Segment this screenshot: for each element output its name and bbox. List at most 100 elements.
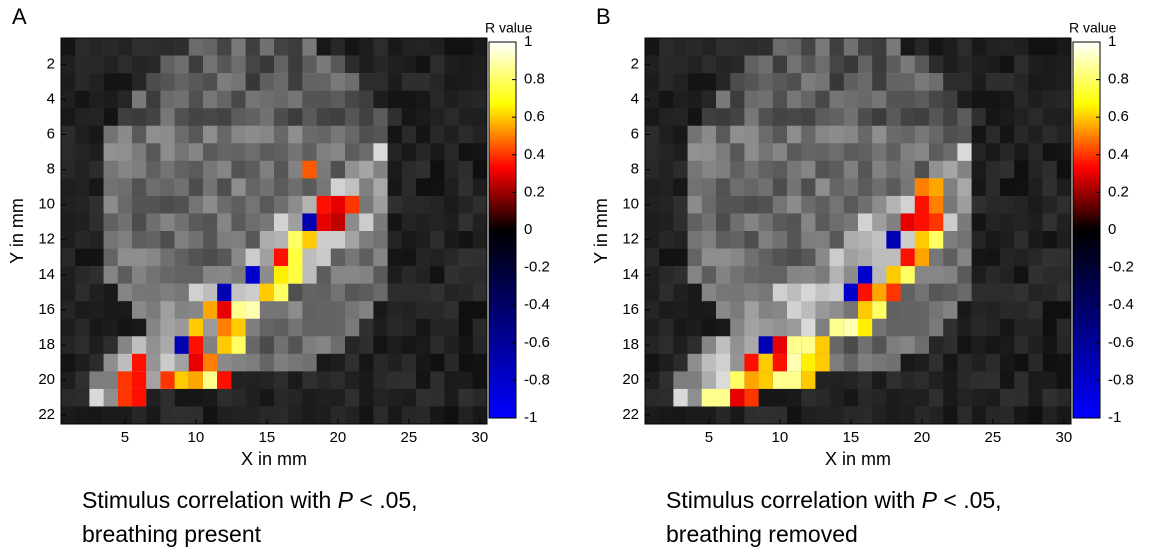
background-pixel <box>188 406 204 424</box>
background-pixel <box>387 125 403 144</box>
background-pixel <box>801 388 816 407</box>
background-pixel <box>274 125 289 144</box>
background-pixel <box>772 143 788 162</box>
correlation-cell <box>716 388 731 407</box>
background-pixel <box>259 336 275 355</box>
background-pixel <box>430 143 445 162</box>
background-pixel <box>985 266 1001 284</box>
background-pixel <box>716 353 731 372</box>
background-pixel <box>659 178 674 197</box>
correlation-cell <box>801 371 816 389</box>
background-pixel <box>316 125 332 144</box>
background-pixel <box>701 301 717 320</box>
background-pixel <box>872 195 887 214</box>
background-pixel <box>1028 248 1043 267</box>
background-pixel <box>801 266 816 284</box>
background-pixel <box>472 73 487 91</box>
background-pixel <box>929 336 944 355</box>
correlation-cell <box>787 371 802 389</box>
background-pixel <box>117 38 133 56</box>
background-pixel <box>345 73 360 91</box>
background-pixel <box>730 248 745 267</box>
background-pixel <box>430 231 445 249</box>
background-pixel <box>416 38 431 56</box>
background-pixel <box>444 160 459 179</box>
correlation-cell <box>188 353 203 372</box>
background-pixel <box>61 55 76 74</box>
background-pixel <box>387 388 403 407</box>
colorbar-tick-label: -1 <box>524 409 537 426</box>
background-pixel <box>1042 283 1058 302</box>
background-pixel <box>103 108 119 127</box>
x-tick-label: 25 <box>985 429 1002 446</box>
background-pixel <box>957 143 972 162</box>
background-pixel <box>416 195 431 214</box>
background-pixel <box>872 336 887 355</box>
background-pixel <box>188 301 204 320</box>
correlation-cell <box>758 371 773 389</box>
background-pixel <box>330 143 346 162</box>
background-pixel <box>103 38 119 56</box>
background-pixel <box>858 73 873 91</box>
background-pixel <box>416 178 431 197</box>
background-pixel <box>274 318 289 337</box>
caption-text: Stimulus correlation with <box>82 487 338 513</box>
background-pixel <box>75 336 90 355</box>
caption: Stimulus correlation with P < .05, <box>666 487 1002 513</box>
background-pixel <box>316 248 332 267</box>
background-pixel <box>1014 178 1029 197</box>
background-pixel <box>645 301 660 320</box>
background-pixel <box>117 301 133 320</box>
background-pixel <box>929 371 944 390</box>
background-pixel <box>659 55 674 74</box>
background-pixel <box>673 195 688 214</box>
background-pixel <box>701 371 717 390</box>
colorbar-tick-label: 1 <box>524 33 532 50</box>
y-tick-label: 2 <box>47 55 55 72</box>
background-pixel <box>231 55 246 74</box>
background-pixel <box>1000 318 1015 337</box>
background-pixel <box>886 125 901 144</box>
background-pixel <box>772 73 788 91</box>
background-pixel <box>886 143 901 162</box>
background-pixel <box>957 160 972 179</box>
background-pixel <box>701 73 717 91</box>
correlation-cell <box>117 388 132 407</box>
background-pixel <box>316 90 332 109</box>
background-pixel <box>416 143 431 162</box>
background-pixel <box>217 231 232 249</box>
background-pixel <box>117 266 133 284</box>
background-pixel <box>75 195 90 214</box>
background-pixel <box>929 301 944 320</box>
colorbar-tick-label: 0.6 <box>1108 108 1129 125</box>
background-pixel <box>701 213 717 232</box>
y-axis-label: Y in mm <box>7 198 27 264</box>
background-pixel <box>160 160 175 179</box>
background-pixel <box>929 160 944 179</box>
background-pixel <box>458 55 474 74</box>
background-pixel <box>1056 371 1071 390</box>
background-pixel <box>829 213 845 232</box>
background-pixel <box>416 336 431 355</box>
background-pixel <box>1042 90 1058 109</box>
background-pixel <box>872 248 887 267</box>
background-pixel <box>673 353 688 372</box>
background-pixel <box>1028 108 1043 127</box>
background-pixel <box>971 406 987 424</box>
background-pixel <box>89 406 104 424</box>
background-pixel <box>274 160 289 179</box>
background-pixel <box>957 231 972 249</box>
background-pixel <box>730 143 745 162</box>
background-pixel <box>829 371 845 390</box>
background-pixel <box>89 388 104 407</box>
background-pixel <box>345 371 360 390</box>
background-pixel <box>929 406 944 424</box>
background-pixel <box>430 178 445 197</box>
background-pixel <box>217 388 232 407</box>
background-pixel <box>716 73 731 91</box>
background-pixel <box>75 353 90 372</box>
background-pixel <box>943 108 958 127</box>
background-pixel <box>971 195 987 214</box>
background-pixel <box>673 108 688 127</box>
background-pixel <box>472 125 487 144</box>
